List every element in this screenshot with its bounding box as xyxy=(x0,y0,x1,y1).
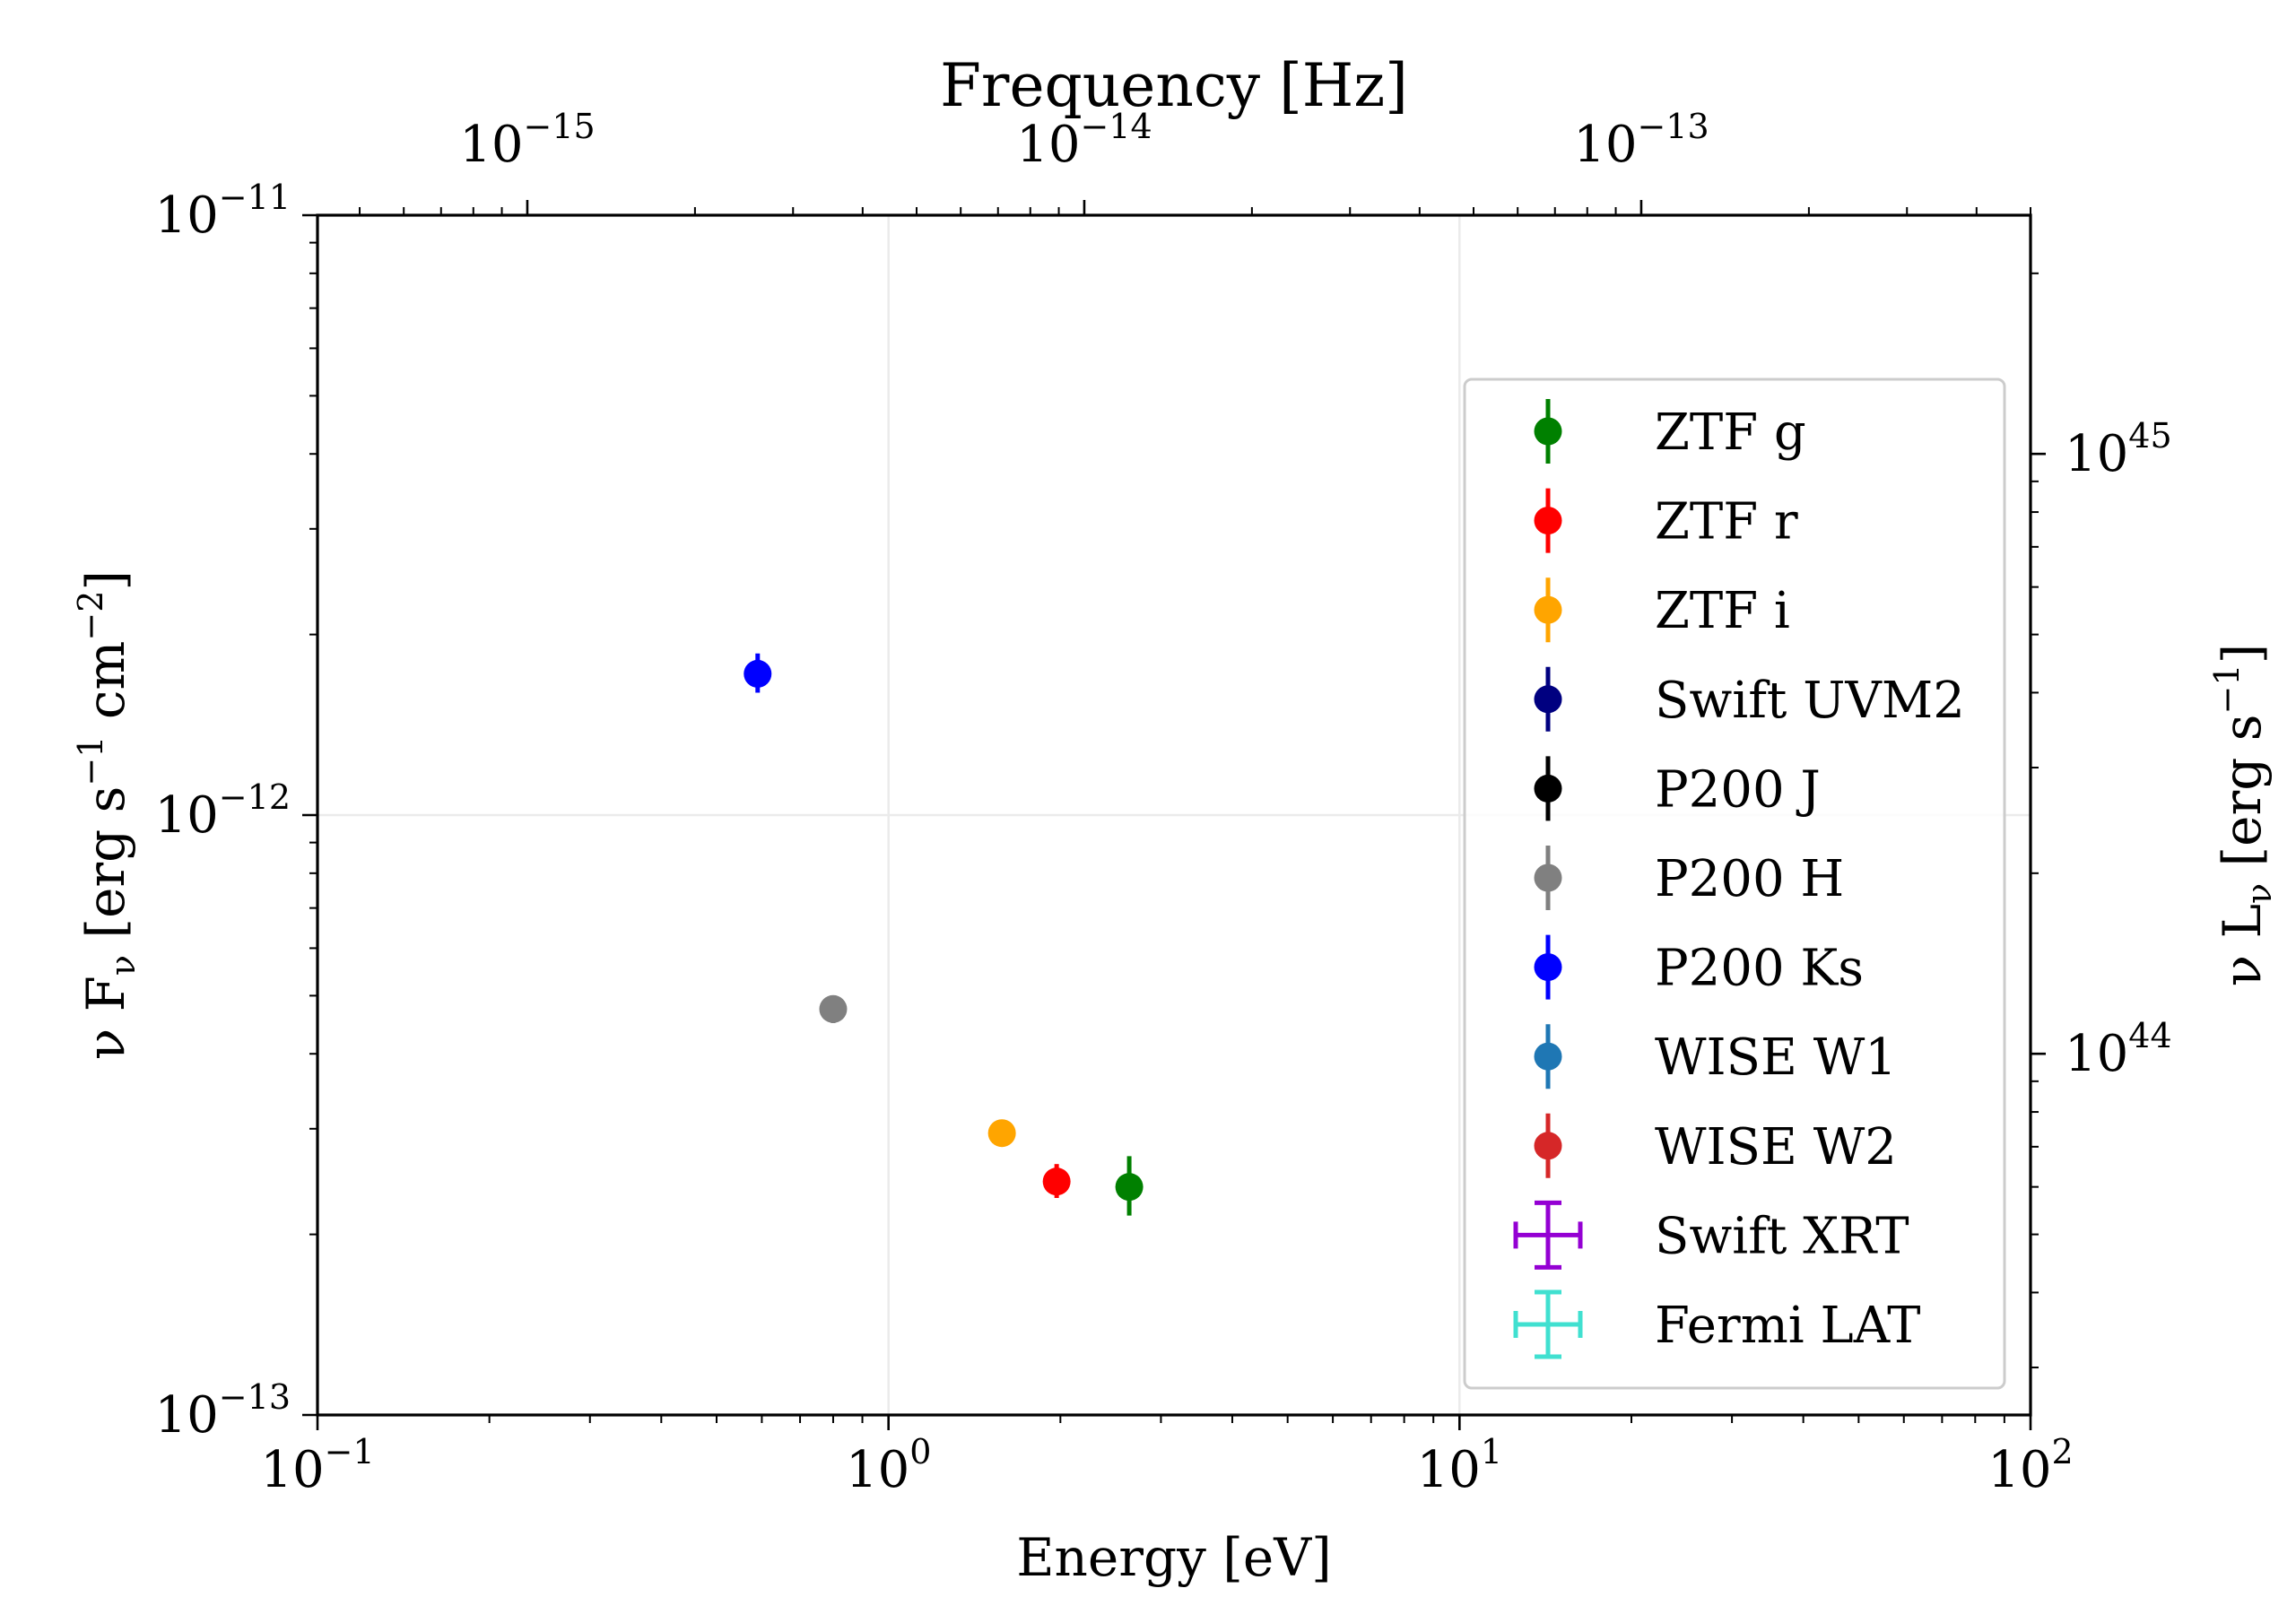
marker xyxy=(744,659,772,688)
legend-marker xyxy=(1534,417,1562,446)
legend-label: ZTF g xyxy=(1655,404,1806,462)
y2-tick-label: 1044 xyxy=(2065,1016,2172,1083)
tick-labels: 10−1 100 101 102 10−15 10−14 10−13 10−13 10−12 10… xyxy=(155,107,2172,1499)
top-axis-title: Frequency [Hz] xyxy=(940,51,1408,120)
x-axis-title: Energy [eV] xyxy=(1016,1527,1332,1588)
data-point xyxy=(1115,1156,1144,1216)
legend-entry: P200 H xyxy=(1534,846,1844,910)
legend-label: WISE W1 xyxy=(1655,1028,1897,1087)
legend-entry: P200 J xyxy=(1534,756,1821,821)
y2-tick-label: 1045 xyxy=(2065,416,2172,483)
data-point xyxy=(1042,1164,1071,1199)
legend-marker xyxy=(1534,507,1562,535)
right-axis-title: ν Lν [erg s−1] xyxy=(2207,644,2279,986)
legend-entry: ZTF i xyxy=(1534,577,1790,643)
legend-label: WISE W2 xyxy=(1655,1118,1897,1176)
x-tick-label: 101 xyxy=(1417,1432,1502,1499)
data-point xyxy=(744,653,772,693)
marker xyxy=(1115,1173,1144,1202)
legend-marker xyxy=(1534,1132,1562,1160)
legend-label: Fermi LAT xyxy=(1655,1297,1920,1355)
legend-entry: ZTF g xyxy=(1534,399,1806,464)
legend-marker xyxy=(1534,1042,1562,1071)
x2-tick-label: 10−14 xyxy=(1016,107,1152,174)
x2-tick-label: 10−15 xyxy=(459,107,595,174)
x-tick-label: 102 xyxy=(1987,1432,2073,1499)
legend-marker xyxy=(1534,864,1562,892)
marker xyxy=(1042,1167,1071,1196)
y-tick-label: 10−12 xyxy=(155,777,291,845)
y-axis-title: ν Fν [erg s−1 cm−2] xyxy=(71,570,143,1060)
legend-label: ZTF i xyxy=(1655,582,1790,640)
legend-entry: P200 Ks xyxy=(1534,934,1864,1000)
legend-label: ZTF r xyxy=(1655,493,1798,551)
legend-entry: ZTF r xyxy=(1534,488,1798,553)
legend-marker xyxy=(1534,685,1562,714)
x-tick-label: 100 xyxy=(846,1432,931,1499)
legend-marker xyxy=(1534,953,1562,982)
legend-entry: Swift UVM2 xyxy=(1534,666,1965,732)
legend-label: P200 H xyxy=(1655,850,1844,908)
legend-entry: WISE W2 xyxy=(1534,1113,1897,1178)
legend-label: Swift UVM2 xyxy=(1655,672,1965,730)
legend-marker xyxy=(1534,595,1562,624)
data-point xyxy=(819,994,848,1024)
legend-entry: Swift XRT xyxy=(1513,1200,1909,1270)
x2-tick-label: 10−13 xyxy=(1573,107,1709,174)
axis-ticks xyxy=(302,200,2046,1430)
legend-entry: WISE W1 xyxy=(1534,1024,1897,1089)
y-tick-label: 10−11 xyxy=(155,178,291,245)
data-point xyxy=(987,1119,1016,1148)
x-tick-label: 10−1 xyxy=(260,1432,374,1499)
legend: ZTF g ZTF r ZTF i Swift UVM2 P200 J P200 H P20… xyxy=(1463,378,2006,1390)
legend-label: P200 J xyxy=(1655,760,1821,819)
legend-entry: Fermi LAT xyxy=(1513,1289,1920,1359)
y-tick-label: 10−13 xyxy=(155,1377,291,1445)
data-points xyxy=(744,653,1144,1216)
legend-box xyxy=(1463,378,2006,1390)
marker xyxy=(987,1119,1016,1148)
legend-label: P200 Ks xyxy=(1655,940,1864,998)
legend-marker xyxy=(1534,774,1562,803)
legend-label: Swift XRT xyxy=(1655,1207,1909,1265)
marker xyxy=(819,994,848,1023)
